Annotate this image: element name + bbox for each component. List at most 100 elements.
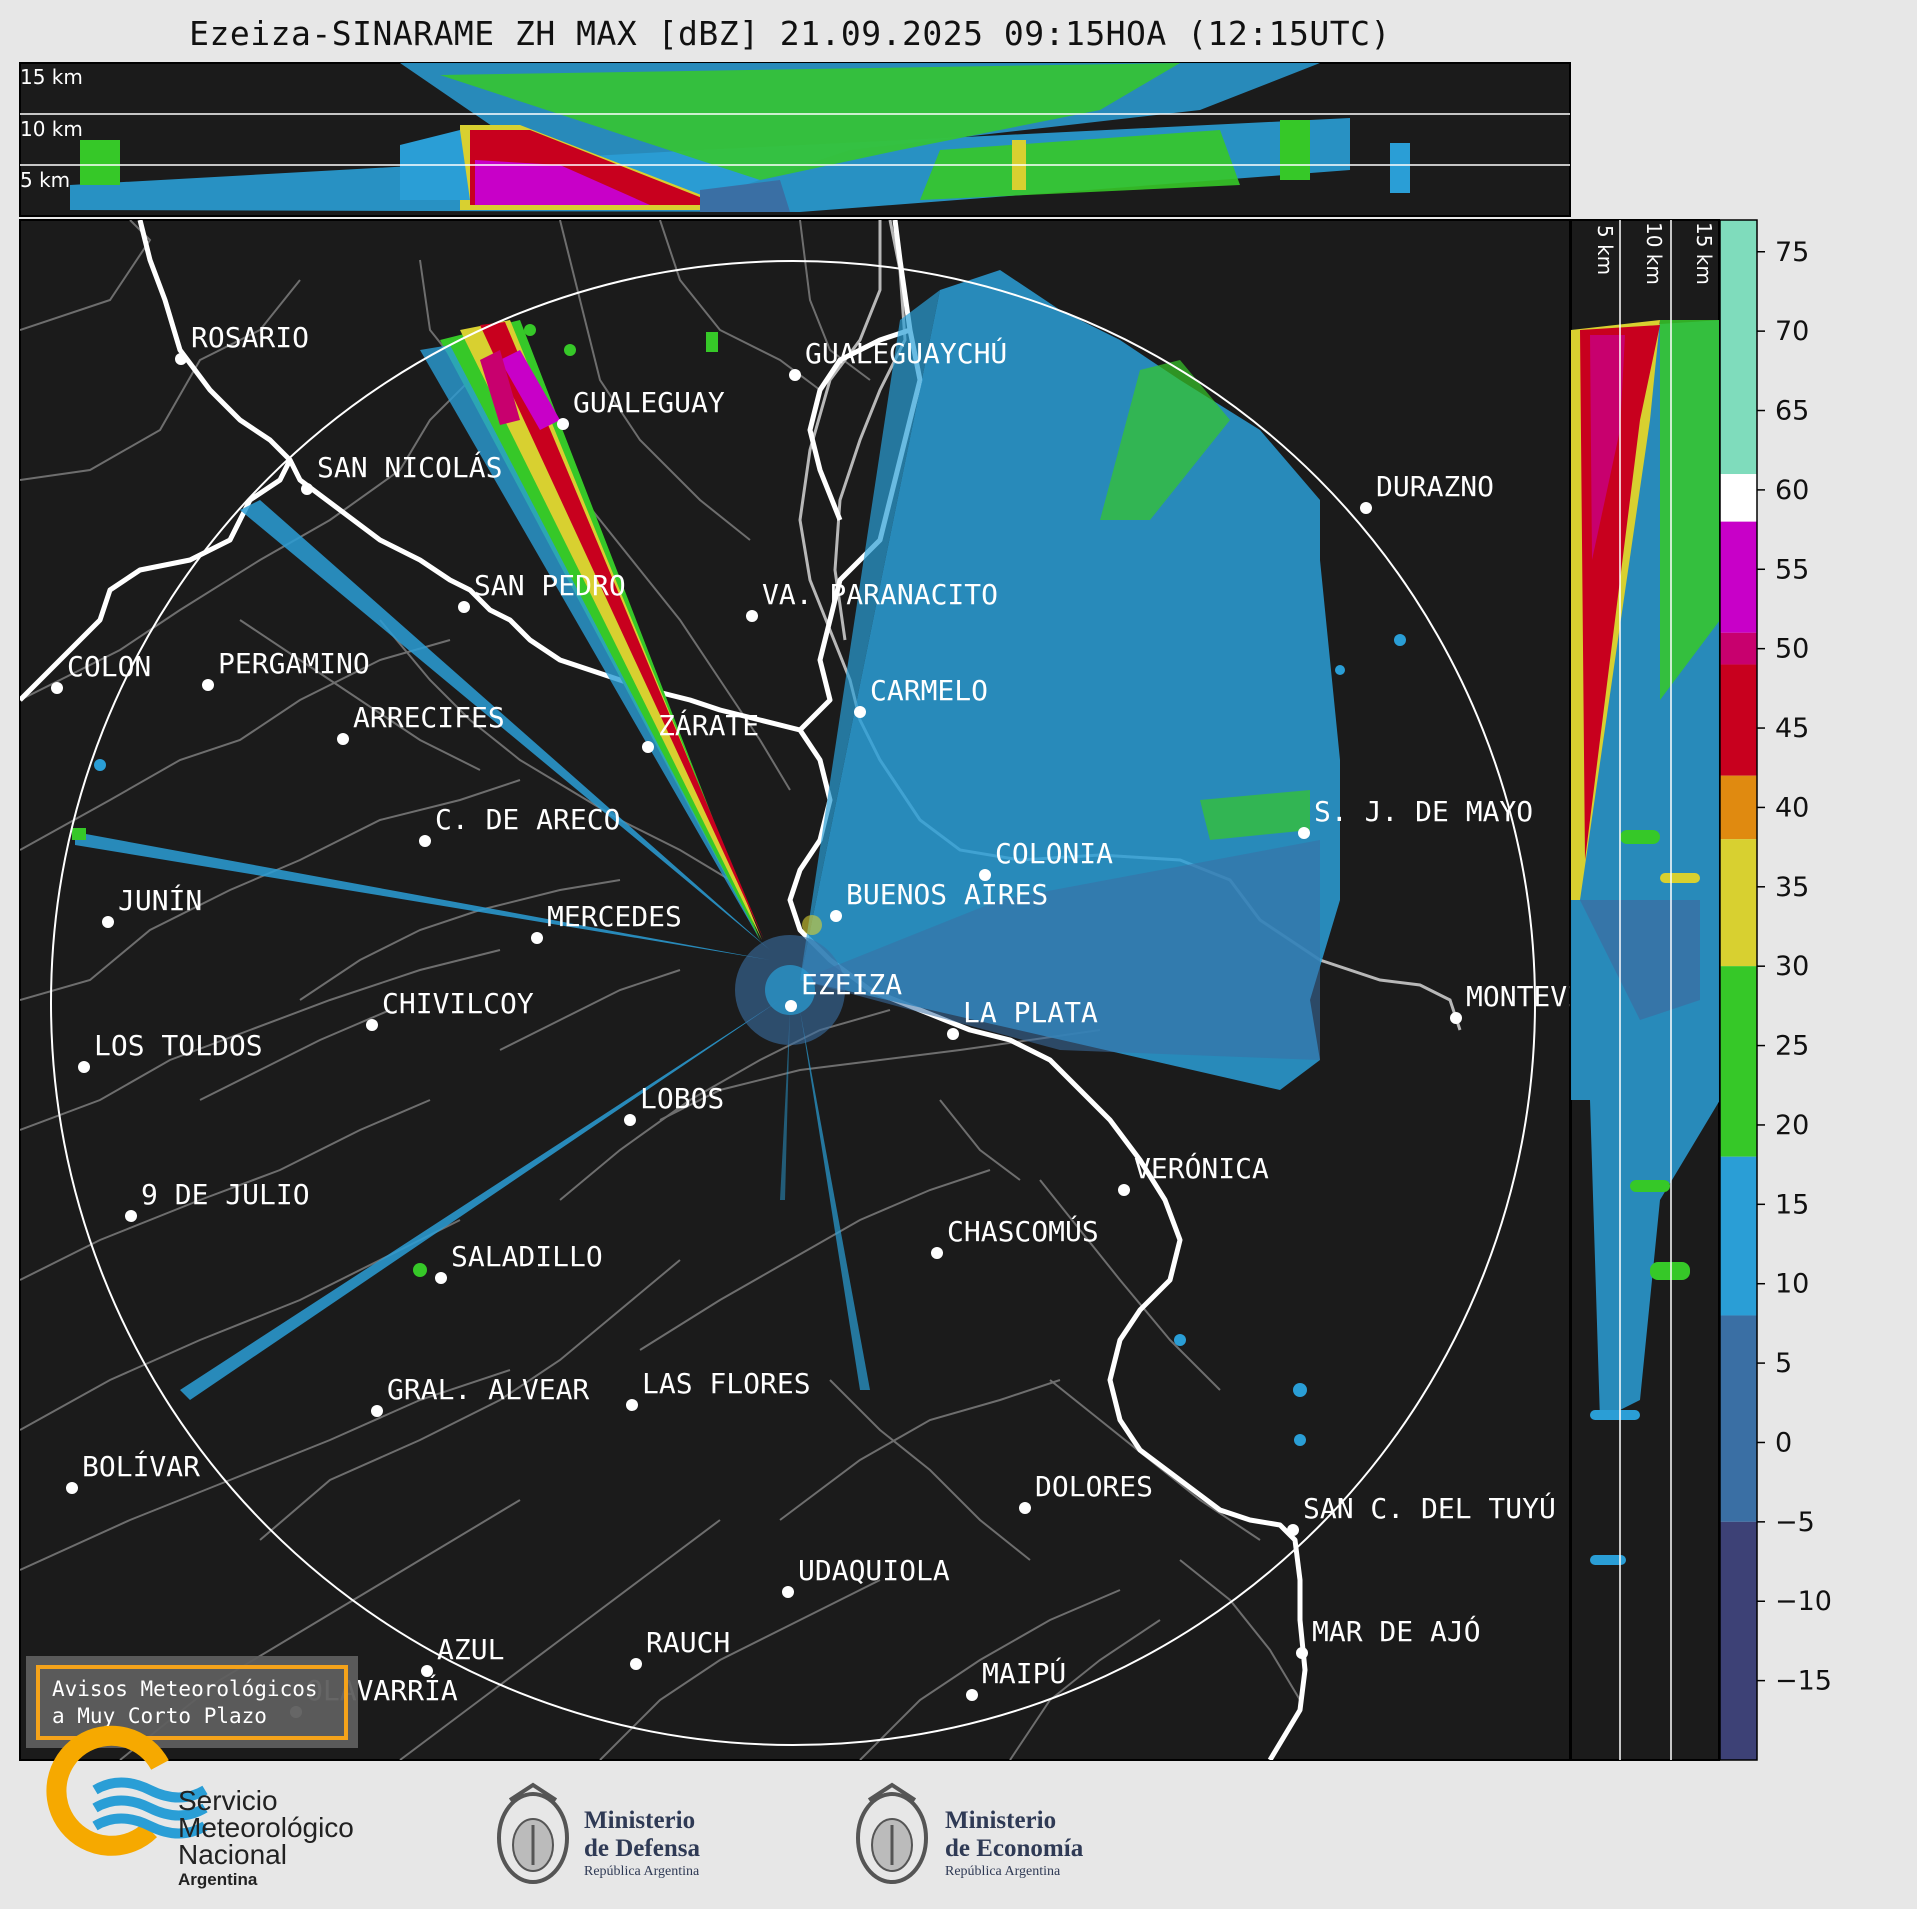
city-c-de-areco: C. DE ARECO: [419, 803, 620, 847]
city-marker: [1360, 502, 1372, 514]
city-arrecifes: ARRECIFES: [337, 701, 505, 745]
city-label: VA. PARANACITO: [762, 578, 998, 611]
city-las-flores: LAS FLORES: [626, 1367, 811, 1411]
city-bolivar: BOLÍVAR: [66, 1449, 200, 1494]
city-san-nicolas: SAN NICOLÁS: [301, 450, 502, 495]
colorbar-swatch: [1720, 474, 1757, 522]
colorbar-tick-label: 15: [1775, 1189, 1809, 1220]
city-gualeguay: GUALEGUAY: [557, 386, 725, 430]
colorbar-tick-label: 70: [1775, 316, 1809, 347]
city-la-plata: LA PLATA: [947, 996, 1098, 1040]
city-marker: [125, 1210, 137, 1222]
city-marker: [51, 682, 63, 694]
economia-line-1: Ministerio: [945, 1807, 1056, 1834]
city-marker: [1118, 1184, 1130, 1196]
notice-line-1: Avisos Meteorológicos: [52, 1677, 318, 1701]
city-marker: [785, 1000, 797, 1012]
top-15km-label: 15 km: [20, 65, 83, 89]
colorbar-swatch: [1720, 220, 1757, 475]
city-marker: [202, 679, 214, 691]
coat-of-arms-icon: [497, 1782, 569, 1884]
colorbar-tick-label: 75: [1775, 237, 1809, 268]
city-label: SAN NICOLÁS: [317, 450, 502, 484]
colorbar-tick-label: 60: [1775, 475, 1809, 506]
city-marker: [175, 353, 187, 365]
city-label: RAUCH: [646, 1626, 730, 1659]
city-label: BUENOS AIRES: [846, 878, 1048, 911]
city-label: MAR DE AJÓ: [1312, 1614, 1481, 1648]
city-maipu: MAIPÚ: [966, 1656, 1066, 1701]
city-label: MONTEVIDEO: [1466, 980, 1635, 1013]
smn-line-3: Nacional: [178, 1839, 287, 1870]
city-label: COLONIA: [995, 837, 1113, 870]
city-buenos-aires: BUENOS AIRES: [830, 878, 1048, 922]
city-label: LA PLATA: [963, 996, 1098, 1029]
city-marker: [1296, 1647, 1308, 1659]
city-chascomus: CHASCOMÚS: [931, 1214, 1099, 1259]
map-title: Ezeiza-SINARAME ZH MAX [dBZ] 21.09.2025 …: [189, 14, 1391, 53]
smn-line-1: Servicio: [178, 1785, 278, 1816]
city-label: EZEIZA: [801, 968, 902, 1001]
city-label: ZÁRATE: [658, 708, 759, 742]
colorbar-tick-label: −15: [1775, 1666, 1832, 1697]
city-dolores: DOLORES: [1019, 1470, 1153, 1514]
colorbar-swatch: [1720, 775, 1757, 840]
city-label: CHIVILCOY: [382, 987, 534, 1020]
city-label: JUNÍN: [118, 883, 202, 917]
defensa-line-2: de Defensa: [584, 1835, 700, 1862]
smn-logo: Servicio Meteorológico Nacional Argentin…: [46, 1725, 354, 1889]
city-marker: [782, 1586, 794, 1598]
colorbar-tick-label: 20: [1775, 1110, 1809, 1141]
city-marker: [102, 916, 114, 928]
notice-line-2: a Muy Corto Plazo: [52, 1704, 267, 1728]
city-marker: [830, 910, 842, 922]
city-label: AZUL: [437, 1633, 504, 1666]
city-marker: [1450, 1012, 1462, 1024]
city-marker: [626, 1399, 638, 1411]
top-5km-label: 5 km: [20, 168, 70, 192]
city-label: ROSARIO: [191, 321, 309, 354]
colorbar-swatch: [1720, 966, 1757, 1157]
top-10km-label: 10 km: [20, 117, 83, 141]
colorbar-tick-label: 10: [1775, 1269, 1809, 1300]
colorbar-tick-label: 65: [1775, 396, 1809, 427]
ministerio-defensa-logo: Ministerio de Defensa República Argentin…: [497, 1782, 700, 1884]
city-rauch: RAUCH: [630, 1626, 730, 1670]
side-5km-label: 5 km: [1593, 225, 1617, 275]
city-label: UDAQUIOLA: [798, 1554, 950, 1587]
colorbar-tick-label: 40: [1775, 792, 1809, 823]
city-marker: [854, 706, 866, 718]
city-marker: [435, 1272, 447, 1284]
city-marker: [337, 733, 349, 745]
city-marker: [1298, 827, 1310, 839]
colorbar-tick-label: −5: [1775, 1507, 1815, 1538]
colorbar-tick-label: −10: [1775, 1586, 1832, 1617]
city-label: DURAZNO: [1376, 470, 1494, 503]
city-lobos: LOBOS: [624, 1082, 724, 1126]
city-marker: [366, 1019, 378, 1031]
economia-line-3: República Argentina: [945, 1864, 1061, 1879]
colorbar-swatch: [1720, 632, 1757, 665]
city-va-paranacito: VA. PARANACITO: [746, 578, 998, 622]
city-label: LOS TOLDOS: [94, 1029, 263, 1062]
colorbar-tick-label: 0: [1775, 1427, 1792, 1458]
city-ezeiza: EZEIZA: [785, 968, 902, 1012]
city-saladillo: SALADILLO: [435, 1240, 603, 1284]
city-label: DOLORES: [1035, 1470, 1153, 1503]
city-marker: [66, 1482, 78, 1494]
city-marker: [557, 418, 569, 430]
city-veronica: VERÓNICA: [1118, 1151, 1269, 1196]
notice-box[interactable]: Avisos Meteorológicos a Muy Corto Plazo: [26, 1656, 358, 1748]
city-label: MERCEDES: [547, 900, 682, 933]
defensa-line-1: Ministerio: [584, 1807, 695, 1834]
city-marker: [624, 1114, 636, 1126]
city-label: GUALEGUAY: [573, 386, 725, 419]
city-label: LOBOS: [640, 1082, 724, 1115]
city-9-de-julio: 9 DE JULIO: [125, 1178, 310, 1222]
city-san-c-del-tuyu: SAN C. DEL TUYÚ: [1287, 1491, 1556, 1536]
city-mar-de-ajo: MAR DE AJÓ: [1296, 1614, 1481, 1659]
city-marker: [458, 601, 470, 613]
city-pergamino: PERGAMINO: [202, 647, 370, 691]
